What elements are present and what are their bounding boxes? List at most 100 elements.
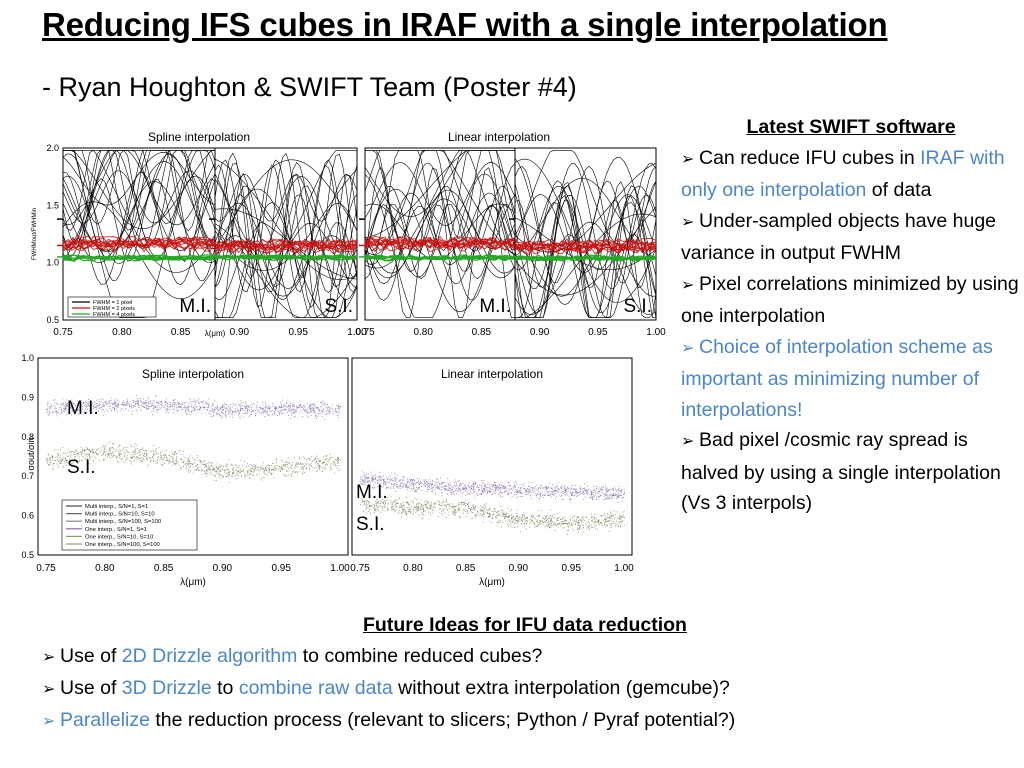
fwhm-1pixel-curve <box>514 194 657 273</box>
plot-frame <box>514 147 657 321</box>
fwhm-1pixel-curve <box>364 150 515 217</box>
fwhm-2pixel-curve <box>214 239 358 250</box>
future-ideas-bullet-text: to combine reduced cubes? <box>297 645 543 667</box>
right-panel-bullet-text: Can reduce IFU cubes in <box>699 146 921 169</box>
fwhm-1pixel-curve <box>514 185 657 271</box>
future-ideas-bullet-text: 3D Drizzle <box>121 677 212 699</box>
arrow-bullet-icon: ➢ <box>681 213 695 231</box>
fwhm-1pixel-curve <box>214 188 358 318</box>
right-panel-bullet-text: Bad pixel /cosmic ray spread is halved b… <box>681 429 1001 514</box>
y-tick-label: 1.0 <box>46 258 59 268</box>
fwhm-4pixel-curve <box>62 254 216 259</box>
arrow-bullet-icon: ➢ <box>42 681 56 698</box>
legend-box <box>61 499 198 551</box>
fwhm-1pixel-curve <box>364 162 516 301</box>
scatter-points <box>360 495 625 535</box>
x-tick-label: 1.00 <box>330 563 350 574</box>
fwhm-1pixel-curve <box>62 150 216 226</box>
fwhm-1pixel-curve <box>514 247 657 297</box>
plot-frame <box>37 357 349 556</box>
fwhm-2pixel-curve <box>62 242 216 252</box>
fwhm-1pixel-curve <box>62 150 216 260</box>
x-tick-label: 0.85 <box>472 327 492 338</box>
x-tick-label: 1.00 <box>347 327 367 338</box>
future-ideas-bullet: ➢ Use of 3D Drizzle to combine raw data w… <box>0 673 1024 705</box>
x-tick-label: 0.75 <box>355 327 375 338</box>
x-tick-label: 0.85 <box>171 327 191 338</box>
fwhm-2pixel-curve <box>364 241 516 253</box>
y-tick-label: 0.9 <box>21 392 34 402</box>
fwhm-4pixel-curve <box>514 256 657 262</box>
scatter-points <box>46 441 341 484</box>
right-panel-bullet: ➢ Choice of interpolation scheme as impor… <box>681 332 1021 426</box>
x-axis-label: λ(μm) <box>205 329 226 338</box>
x-tick-label: 1.00 <box>646 327 666 338</box>
x-tick-label: 0.90 <box>213 563 233 574</box>
fwhm-1pixel-curve <box>214 161 358 318</box>
fwhm-1pixel-curve <box>514 234 657 314</box>
scatter-points <box>360 470 625 503</box>
legend-label: FWHM = 2 pixels <box>93 306 135 312</box>
fwhm-1pixel-curve <box>214 202 358 289</box>
fwhm-1pixel-curve <box>364 150 515 269</box>
legend-label: One interp., S/N=100, S=100 <box>85 542 160 548</box>
fwhm-1pixel-curve <box>514 194 657 318</box>
panel-label: M.I. <box>67 398 99 419</box>
fwhm-2pixel-curve <box>514 240 657 252</box>
fwhm-2pixel-curve <box>214 237 358 249</box>
legend-label: Multi interp., S/N=1, S=1 <box>85 504 148 510</box>
fwhm-1pixel-curve <box>62 150 215 232</box>
arrow-bullet-icon: ➢ <box>681 276 695 294</box>
scatter-points <box>46 447 341 478</box>
right-panel-bullet-text: Pixel correlations minimized by using on… <box>681 272 1019 328</box>
future-ideas: Future Ideas for IFU data reduction ➢ Use… <box>0 610 1024 737</box>
right-panel-bullet-text: Under-sampled objects have huge variance… <box>681 209 997 265</box>
fwhm-1pixel-curve <box>62 171 216 285</box>
fwhm-1pixel-curve <box>214 173 358 222</box>
x-axis-label: λ(μm) <box>479 577 505 588</box>
x-tick-label: 0.95 <box>288 327 308 338</box>
panel-label: M.I. <box>179 296 211 317</box>
fwhm-1pixel-curve <box>514 199 657 289</box>
panel-label: S.I. <box>67 457 96 478</box>
x-axis-label: λ(μm) <box>180 577 206 588</box>
y-tick-label: 0.5 <box>46 315 59 325</box>
future-ideas-bullet-text: the reduction process (relevant to slice… <box>149 709 736 731</box>
fwhm-1pixel-curve <box>515 213 657 318</box>
fwhm-4pixel-curve <box>214 254 358 260</box>
fwhm-1pixel-curve <box>62 150 216 250</box>
right-panel-bullet: ➢ Under-sampled objects have huge varianc… <box>681 206 1021 269</box>
fwhm-1pixel-curve <box>514 163 657 289</box>
x-tick-label: 0.90 <box>230 327 250 338</box>
plot-frame <box>214 147 358 321</box>
y-tick-label: 0.6 <box>21 511 34 521</box>
page-subtitle: - Ryan Houghton & SWIFT Team (Poster #4) <box>42 72 577 102</box>
x-tick-label: 1.00 <box>614 563 634 574</box>
right-panel-bullet-text: IRAF with only one interpolation <box>681 146 1005 202</box>
arrow-bullet-icon: ➢ <box>681 339 695 357</box>
scatter-points <box>46 394 341 421</box>
future-ideas-bullet-text: Parallelize <box>60 709 150 731</box>
page-title: Reducing IFS cubes in IRAF with a single… <box>42 6 888 43</box>
future-ideas-bullet-text: Use of <box>60 677 122 699</box>
fwhm-2pixel-curve <box>364 239 516 251</box>
fwhm-1pixel-curve <box>214 235 358 297</box>
fwhm-2pixel-curve <box>62 236 216 249</box>
x-tick-label: 0.95 <box>271 563 291 574</box>
y-tick-label: 1.0 <box>21 353 34 363</box>
fwhm-4pixel-curve <box>214 254 358 259</box>
panel-label: M.I. <box>479 296 511 317</box>
fwhm-1pixel-curve <box>63 150 216 281</box>
panel-label: S.I. <box>623 296 652 317</box>
y-tick-label: 2.0 <box>46 143 59 153</box>
fwhm-1pixel-curve <box>62 152 216 206</box>
future-ideas-bullet-text: combine raw data <box>238 677 393 699</box>
right-panel-bullet-text: of data <box>866 179 932 201</box>
arrow-bullet-icon: ➢ <box>42 649 56 666</box>
fwhm-2pixel-curve <box>514 241 657 254</box>
fwhm-1pixel-curve <box>364 204 516 273</box>
fwhm-1pixel-curve <box>514 221 657 316</box>
fwhm-1pixel-curve <box>214 152 358 308</box>
legend-label: One interp., S/N=10, S=10 <box>85 534 153 540</box>
x-tick-label: 0.80 <box>403 563 423 574</box>
